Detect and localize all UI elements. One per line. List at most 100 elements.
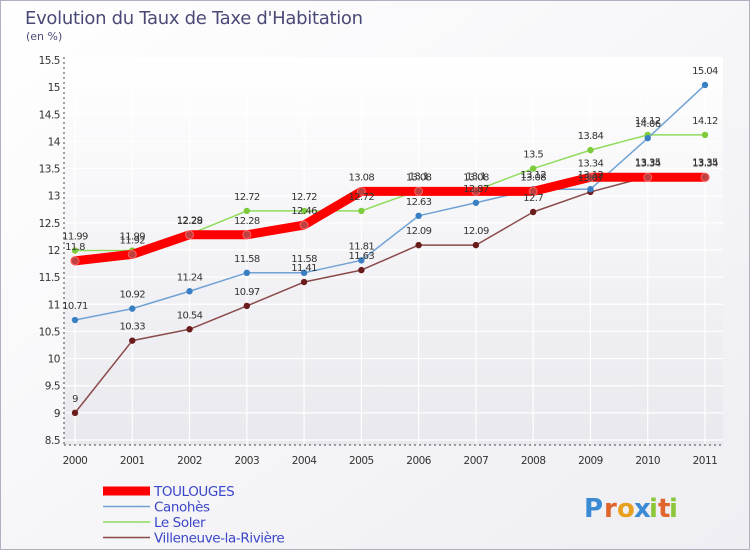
- data-point-toulouges: [127, 249, 137, 259]
- data-point-canohes: [358, 257, 365, 264]
- series-group: [70, 81, 710, 417]
- data-point-villeneuve-la-riviere: [472, 241, 480, 249]
- logo-letter: t: [658, 494, 670, 524]
- x-tick-label: 2006: [406, 455, 432, 467]
- y-tick-label: 11.5: [39, 272, 60, 284]
- data-label-villeneuve-la-riviere: 9: [72, 394, 78, 405]
- data-point-le-soler: [587, 146, 594, 154]
- data-label-toulouges: 13.08: [406, 172, 432, 183]
- data-point-le-soler: [358, 207, 365, 215]
- data-label-villeneuve-la-riviere: 13.07: [578, 173, 604, 184]
- data-point-canohes: [129, 305, 136, 312]
- data-label-le-soler: 12.72: [234, 192, 260, 203]
- x-tick-label: 2004: [292, 455, 318, 467]
- data-label-villeneuve-la-riviere: 10.97: [234, 287, 260, 298]
- data-label-le-soler: 11.99: [119, 232, 145, 243]
- data-label-le-soler: 14.12: [692, 116, 718, 127]
- x-tick-label: 2010: [635, 455, 660, 467]
- logo-letter: P: [584, 494, 603, 524]
- data-label-le-soler: 13.1: [409, 171, 429, 182]
- data-point-toulouges: [643, 172, 653, 182]
- data-point-villeneuve-la-riviere: [129, 337, 136, 344]
- data-label-canohes: 10.71: [62, 301, 88, 312]
- x-axis: 2000 2001 2002 2003 2004 2005 2006 2007 2008 2009…: [63, 444, 723, 467]
- data-point-toulouges: [700, 172, 710, 182]
- data-label-toulouges: 12.28: [234, 216, 260, 227]
- data-point-toulouges: [299, 220, 309, 230]
- data-point-canohes: [186, 288, 193, 295]
- legend-label-le-soler: Le Soler: [154, 515, 206, 531]
- data-label-villeneuve-la-riviere: 10.33: [119, 322, 145, 333]
- data-point-villeneuve-la-riviere: [358, 266, 365, 274]
- data-label-canohes: 15.04: [692, 66, 718, 77]
- data-label-le-soler: 12.29: [177, 215, 203, 226]
- data-point-le-soler: [300, 207, 308, 215]
- data-label-villeneuve-la-riviere: 12.7: [523, 193, 543, 204]
- data-point-canohes: [300, 269, 308, 276]
- data-point-canohes: [71, 316, 79, 324]
- data-label-villeneuve-la-riviere: 11.41: [291, 263, 317, 274]
- data-label-toulouges: 13.34: [578, 158, 604, 169]
- logo-letter: o: [617, 494, 635, 524]
- data-label-villeneuve-la-riviere: 12.09: [406, 226, 432, 237]
- data-point-toulouges: [356, 186, 366, 196]
- x-tick-label: 2001: [120, 455, 145, 467]
- y-tick-label: 14.5: [39, 109, 60, 121]
- data-label-villeneuve-la-riviere: 10.54: [177, 310, 203, 321]
- data-label-villeneuve-la-riviere: 11.63: [349, 251, 375, 262]
- y-tick-label: 8.5: [45, 435, 60, 447]
- data-point-toulouges: [185, 230, 195, 240]
- x-tick-label: 2003: [234, 455, 259, 467]
- logo-letter: x: [634, 494, 651, 524]
- y-tick-label: 13: [48, 191, 60, 203]
- data-label-canohes: 13.12: [520, 170, 546, 181]
- data-label-canohes: 11.58: [234, 254, 260, 265]
- data-label-le-soler: 12.72: [349, 192, 375, 203]
- data-label-villeneuve-la-riviere: 13.35: [692, 158, 718, 169]
- data-label-canohes: 12.63: [406, 197, 432, 208]
- y-tick-label: 15: [48, 82, 60, 94]
- data-label-toulouges: 12.46: [291, 206, 317, 217]
- data-point-villeneuve-la-riviere: [300, 278, 308, 286]
- y-tick-label: 12.5: [39, 218, 60, 230]
- data-label-toulouges: 12.28: [177, 216, 203, 227]
- data-label-le-soler: 13.1: [466, 171, 486, 182]
- data-point-villeneuve-la-riviere: [529, 208, 537, 216]
- data-point-canohes: [587, 186, 594, 193]
- x-tick-label: 2005: [349, 455, 374, 467]
- data-label-villeneuve-la-riviere: 12.09: [463, 226, 489, 237]
- y-tick-label: 9: [54, 408, 60, 420]
- x-tick-label: 2002: [177, 455, 202, 467]
- data-label-toulouges: 13.08: [349, 172, 375, 183]
- data-point-toulouges: [242, 230, 252, 240]
- y-tick-label: 11: [48, 299, 60, 311]
- y-tick-label: 10: [48, 354, 60, 366]
- logo-letter: i: [669, 494, 678, 524]
- data-label-canohes: 11.81: [349, 241, 375, 252]
- y-tick-label: 15.5: [39, 55, 60, 67]
- logo-letter: i: [649, 494, 658, 524]
- data-label-le-soler: 14.12: [635, 116, 661, 127]
- data-label-toulouges: 11.92: [119, 235, 145, 246]
- data-point-canohes: [243, 269, 251, 276]
- data-point-villeneuve-la-riviere: [243, 302, 251, 310]
- y-tick-label: 9.5: [45, 381, 60, 393]
- data-point-toulouges: [528, 186, 538, 196]
- data-label-toulouges: 13.08: [463, 172, 489, 183]
- plot-area: [64, 57, 723, 445]
- legend-label-villeneuve-la-riviere: Villeneuve-la-Rivière: [154, 531, 284, 547]
- chart-subtitle: (en %): [26, 30, 62, 43]
- series-line-toulouges: [70, 172, 710, 266]
- data-label-le-soler: 13.84: [578, 131, 604, 142]
- data-point-canohes: [472, 199, 480, 206]
- data-label-canohes: 10.92: [119, 290, 145, 301]
- logo-letter: r: [604, 494, 617, 524]
- y-axis: 8.5 9 9.5 10 10.5 11 11.5 12 12.5 13 13.5 14 14.5 15 1…: [39, 55, 65, 447]
- data-label-le-soler: 11.99: [62, 232, 88, 243]
- data-label-toulouges: 13.34: [692, 158, 718, 169]
- data-label-toulouges: 13.34: [635, 158, 661, 169]
- data-point-canohes: [644, 134, 651, 142]
